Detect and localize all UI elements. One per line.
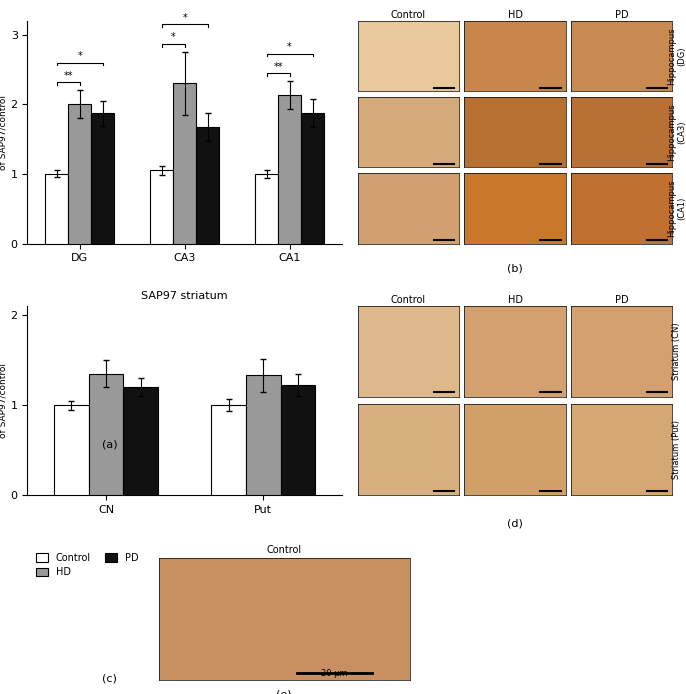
Bar <box>255 174 278 244</box>
Y-axis label: Striatum (CN): Striatum (CN) <box>672 323 681 380</box>
Bar <box>196 126 220 244</box>
Text: 20 μm: 20 μm <box>321 669 348 677</box>
Bar <box>150 171 173 244</box>
Text: *: * <box>78 51 82 61</box>
Bar <box>45 174 69 244</box>
Text: (b): (b) <box>507 263 523 273</box>
Y-axis label: Hippocampus
(DG): Hippocampus (DG) <box>667 27 686 85</box>
Bar <box>54 405 88 496</box>
Bar <box>173 83 196 244</box>
Title: Control: Control <box>391 10 426 20</box>
Bar <box>69 104 91 244</box>
Bar <box>246 375 281 496</box>
Bar <box>281 385 316 496</box>
Text: **: ** <box>273 62 283 71</box>
Y-axis label: Hippocampus
(CA1): Hippocampus (CA1) <box>667 180 686 237</box>
Title: Control: Control <box>391 295 426 305</box>
Text: (c): (c) <box>102 673 117 684</box>
Text: (e): (e) <box>276 689 292 694</box>
Title: PD: PD <box>615 295 628 305</box>
Bar <box>301 113 324 244</box>
Text: (a): (a) <box>102 439 117 450</box>
Bar <box>123 387 158 496</box>
Title: HD: HD <box>508 10 523 20</box>
Text: *: * <box>171 33 176 42</box>
Text: **: ** <box>64 71 73 81</box>
Text: (d): (d) <box>507 518 523 528</box>
Y-axis label: Ratio of average grey value
of SAP97/control: Ratio of average grey value of SAP97/con… <box>0 69 8 195</box>
Legend: Control, HD, PD: Control, HD, PD <box>32 549 142 582</box>
Text: *: * <box>182 13 187 23</box>
Title: PD: PD <box>615 10 628 20</box>
Text: *: * <box>287 42 292 52</box>
Y-axis label: Striatum (Put): Striatum (Put) <box>672 421 681 480</box>
Title: Control: Control <box>267 545 302 555</box>
Bar <box>211 405 246 496</box>
Title: HD: HD <box>508 295 523 305</box>
Y-axis label: Ratio of average grey value
of SAP97/control: Ratio of average grey value of SAP97/con… <box>0 338 8 464</box>
Title: SAP97 striatum: SAP97 striatum <box>141 291 228 301</box>
Legend: Control, HD, PD: Control, HD, PD <box>32 313 142 346</box>
Bar <box>91 113 115 244</box>
Bar <box>278 95 301 244</box>
Y-axis label: Hippocampus
(CA3): Hippocampus (CA3) <box>667 103 686 161</box>
Bar <box>88 373 123 496</box>
